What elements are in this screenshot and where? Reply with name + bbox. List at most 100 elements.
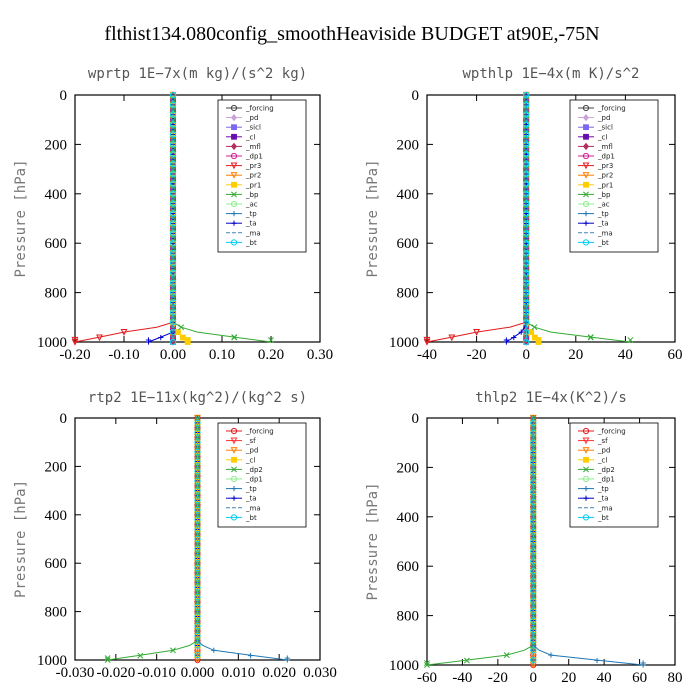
data-point xyxy=(145,337,152,343)
data-point xyxy=(169,220,177,227)
data-point xyxy=(530,498,537,506)
data-point xyxy=(169,151,177,158)
data-point xyxy=(640,660,646,666)
legend-marker xyxy=(231,124,237,131)
legend-marker xyxy=(583,466,589,473)
legend-label: _sf xyxy=(245,437,256,445)
y-tick-label: 200 xyxy=(397,460,420,476)
data-point xyxy=(158,334,164,341)
legend-box xyxy=(569,99,659,253)
data-point xyxy=(169,111,177,118)
data-point xyxy=(523,200,530,207)
y-tick-label: 200 xyxy=(397,137,420,153)
data-point xyxy=(247,653,254,659)
legend-marker xyxy=(582,200,590,208)
legend-marker xyxy=(231,133,237,140)
data-point xyxy=(137,652,144,659)
legend-marker xyxy=(231,486,237,492)
data-point xyxy=(530,656,537,664)
legend-marker xyxy=(230,437,238,445)
legend-label: _ta xyxy=(245,220,257,228)
data-point xyxy=(194,526,201,533)
data-point xyxy=(523,190,530,197)
y-tick-label: 800 xyxy=(397,286,420,302)
series-bt xyxy=(194,418,201,660)
data-point xyxy=(194,623,201,630)
data-point xyxy=(473,329,481,336)
data-point xyxy=(169,131,177,138)
x-tick-label: 20 xyxy=(568,347,583,363)
legend-label: _pd xyxy=(597,114,610,122)
data-point xyxy=(530,518,537,525)
data-point xyxy=(530,627,537,634)
data-point xyxy=(523,299,530,306)
legend-label: _tp xyxy=(245,485,257,493)
data-point xyxy=(169,289,177,296)
legend-label: _forcing xyxy=(245,105,274,113)
legend-marker xyxy=(230,104,238,112)
data-point xyxy=(530,439,537,446)
data-point xyxy=(523,170,530,178)
legend-marker xyxy=(230,200,238,208)
data-point xyxy=(184,337,191,343)
y-tick-label: 600 xyxy=(45,236,68,252)
data-point xyxy=(528,329,535,336)
legend-label: _forcing xyxy=(245,428,274,436)
data-point xyxy=(523,240,530,247)
data-point xyxy=(71,338,79,346)
x-tick-label: 40 xyxy=(618,347,633,363)
data-point xyxy=(194,632,201,639)
y-tick-label: 600 xyxy=(397,559,420,575)
plot-frame xyxy=(426,417,676,666)
data-point xyxy=(523,220,530,227)
data-point xyxy=(194,593,201,601)
data-point xyxy=(503,652,510,659)
y-tick-label: 800 xyxy=(397,609,420,625)
legend-marker xyxy=(231,466,237,473)
legend-marker xyxy=(582,514,590,521)
data-point xyxy=(194,584,201,591)
y-tick-label: 1000 xyxy=(37,653,67,669)
legend-label: _sicl xyxy=(245,124,261,132)
plot-frame xyxy=(426,94,676,343)
series-line xyxy=(107,418,198,661)
legend-marker xyxy=(582,475,590,483)
data-point xyxy=(169,279,177,286)
panel-1: wprtp 1E−7x(m kg)/(s^2 kg) Pressure [hPa]… xyxy=(13,66,333,363)
legend-label: _ma xyxy=(597,229,613,237)
legend-marker xyxy=(231,220,237,226)
x-tick-label: -0.030 xyxy=(56,665,95,681)
data-point xyxy=(169,329,177,336)
data-point xyxy=(523,259,530,267)
legend-label: _ma xyxy=(597,504,613,512)
data-point xyxy=(503,337,509,343)
legend-marker xyxy=(231,495,237,501)
data-point xyxy=(530,449,537,456)
x-tick-label: -0.020 xyxy=(96,665,135,681)
data-point xyxy=(448,334,456,342)
data-point xyxy=(268,337,274,343)
data-point xyxy=(530,528,537,535)
x-tick-label: 0 xyxy=(522,347,530,363)
data-point xyxy=(194,506,201,514)
y-axis-label: Pressure [hPa] xyxy=(365,482,381,600)
data-point xyxy=(194,458,201,465)
x-tick-label: 20 xyxy=(561,670,576,686)
data-point xyxy=(523,338,530,346)
x-tick-label: 40 xyxy=(597,670,612,686)
data-point xyxy=(530,419,537,427)
legend-marker xyxy=(231,142,237,151)
legend-label: _mfl xyxy=(245,143,261,151)
y-axis-label: Pressure [hPa] xyxy=(13,159,29,277)
data-point xyxy=(169,101,177,108)
series-line xyxy=(426,95,527,343)
data-point xyxy=(194,487,201,494)
legend-label: _pr3 xyxy=(597,162,613,170)
series-dp2 xyxy=(104,415,201,663)
legend-marker xyxy=(582,427,590,435)
y-axis-label: Pressure [hPa] xyxy=(13,480,29,598)
data-point xyxy=(530,617,537,624)
x-tick-label: 0 xyxy=(530,670,538,686)
legend-marker xyxy=(230,427,238,435)
legend-marker xyxy=(231,211,237,217)
